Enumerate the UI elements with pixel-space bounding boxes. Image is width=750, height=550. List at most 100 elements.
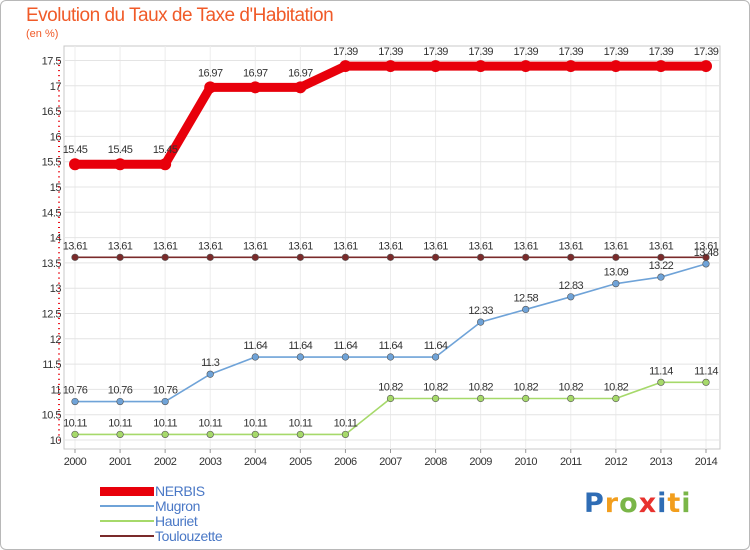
data-point-mugron	[206, 370, 214, 378]
logo-letter: i	[657, 488, 668, 519]
data-label-nerbis: 17.39	[513, 46, 538, 58]
data-point-nerbis	[564, 60, 577, 73]
legend-swatch-toulouzette	[100, 535, 154, 537]
y-minor-tick	[58, 404, 60, 406]
legend-swatch-mugron	[100, 505, 154, 507]
data-label-toulouzette: 13.61	[243, 240, 268, 252]
data-label-mugron: 11.64	[288, 340, 312, 352]
y-minor-tick	[58, 429, 60, 431]
data-point-toulouzette	[431, 253, 440, 261]
y-tick-label: 17	[50, 81, 62, 93]
data-point-hauriet	[161, 430, 169, 439]
y-minor-tick	[58, 90, 60, 92]
logo-letter: o	[619, 488, 639, 519]
y-minor-tick	[58, 211, 60, 213]
legend-label-mugron: Mugron	[155, 498, 201, 514]
data-label-toulouzette: 13.61	[288, 240, 313, 252]
x-tick-label: 2010	[514, 456, 537, 468]
y-minor-tick	[58, 388, 60, 390]
data-point-mugron	[116, 397, 124, 406]
logo-letter: t	[667, 488, 682, 519]
data-point-toulouzette	[477, 253, 485, 261]
data-point-toulouzette	[116, 253, 124, 261]
y-minor-tick	[58, 216, 60, 218]
data-point-toulouzette	[341, 253, 350, 261]
data-point-mugron	[161, 397, 169, 406]
y-tick-label: 14	[50, 233, 62, 245]
data-label-hauriet: 10.11	[63, 417, 87, 429]
y-tick-label: 10	[50, 435, 62, 447]
data-point-toulouzette	[612, 253, 620, 261]
data-label-toulouzette: 13.61	[333, 240, 358, 252]
data-point-mugron	[71, 397, 79, 406]
y-tick-label: 15.5	[42, 157, 62, 169]
y-tick-label: 11	[51, 384, 62, 396]
y-minor-tick	[58, 140, 60, 142]
data-point-hauriet	[116, 430, 124, 439]
data-point-nerbis	[654, 60, 667, 73]
y-minor-tick	[58, 378, 60, 380]
data-point-nerbis	[474, 60, 487, 73]
data-point-mugron	[386, 353, 395, 361]
x-tick-label: 2012	[605, 456, 628, 468]
data-point-hauriet	[702, 378, 710, 386]
y-minor-tick	[58, 226, 60, 228]
data-point-toulouzette	[161, 253, 169, 261]
y-tick-label: 13.5	[42, 258, 62, 270]
x-tick-label: 2011	[560, 456, 582, 468]
data-label-nerbis: 15.45	[108, 144, 133, 156]
data-label-mugron: 13.22	[649, 260, 674, 272]
y-minor-tick	[58, 343, 60, 345]
legend-label-hauriet: Hauriet	[155, 513, 198, 529]
data-point-toulouzette	[522, 253, 530, 261]
data-label-mugron: 12.33	[468, 305, 493, 317]
data-label-nerbis: 17.39	[423, 46, 448, 58]
y-minor-tick	[58, 146, 60, 148]
y-minor-tick	[58, 232, 60, 234]
data-label-mugron: 11.64	[334, 340, 358, 352]
y-minor-tick	[58, 130, 60, 132]
data-label-hauriet: 11.14	[649, 365, 673, 377]
data-point-nerbis	[69, 158, 81, 171]
y-minor-tick	[58, 353, 60, 355]
data-point-nerbis	[609, 60, 622, 73]
y-minor-tick	[58, 257, 60, 259]
y-minor-tick	[58, 161, 60, 163]
data-point-toulouzette	[206, 253, 214, 261]
y-minor-tick	[58, 237, 60, 239]
y-minor-tick	[58, 60, 60, 61]
data-label-toulouzette: 13.61	[153, 240, 178, 252]
y-minor-tick	[58, 70, 60, 72]
y-minor-tick	[58, 399, 60, 401]
data-label-toulouzette: 13.61	[649, 240, 674, 252]
data-label-hauriet: 10.82	[604, 382, 629, 394]
data-label-mugron: 13.48	[694, 247, 719, 259]
x-tick-label: 2005	[289, 456, 312, 468]
y-minor-tick	[58, 95, 60, 97]
y-minor-tick	[58, 282, 60, 284]
plot-area	[63, 45, 721, 450]
data-point-toulouzette	[386, 253, 395, 261]
data-label-mugron: 12.83	[559, 280, 584, 292]
x-tick-label: 2013	[650, 456, 673, 468]
y-tick-label: 11.5	[42, 359, 61, 371]
y-minor-tick	[58, 176, 60, 178]
y-minor-tick	[58, 186, 60, 188]
y-minor-tick	[58, 297, 60, 299]
legend-label-toulouzette: Toulouzette	[155, 528, 223, 544]
data-label-nerbis: 17.39	[649, 46, 674, 58]
y-minor-tick	[58, 100, 60, 102]
y-minor-tick	[58, 247, 60, 249]
logo-letter: x	[638, 488, 658, 519]
data-point-toulouzette	[567, 253, 575, 261]
y-minor-tick	[58, 439, 60, 441]
data-label-mugron: 10.76	[153, 385, 178, 397]
y-tick-label: 12	[50, 334, 62, 346]
y-minor-tick	[58, 120, 60, 122]
y-minor-tick	[58, 206, 60, 208]
data-label-nerbis: 17.39	[378, 46, 403, 58]
proxiti-logo: Proxiti	[584, 488, 692, 519]
y-minor-tick	[58, 313, 60, 314]
data-point-mugron	[567, 293, 575, 301]
